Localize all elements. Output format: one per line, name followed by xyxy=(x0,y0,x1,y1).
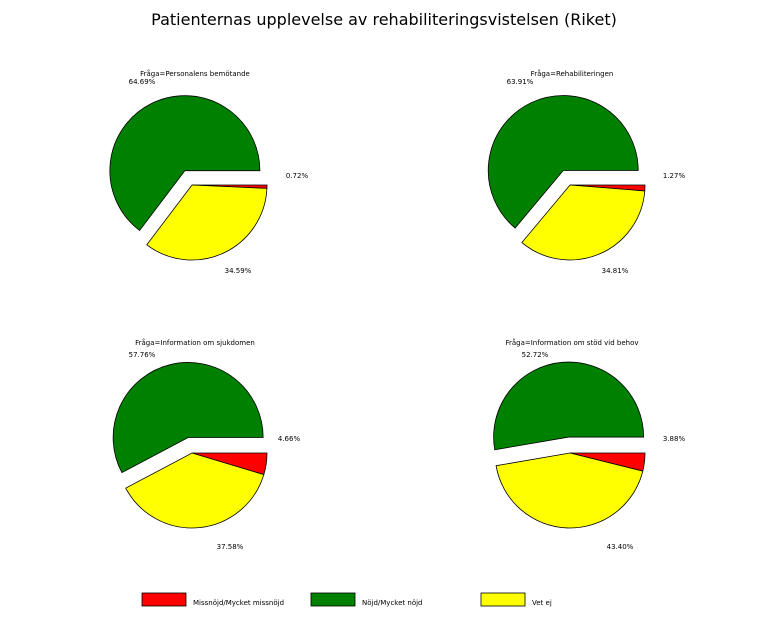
legend-swatch xyxy=(480,592,526,607)
legend-item-missnojd-mycket-missnojd: Missnöjd/Mycket missnöjd xyxy=(141,592,284,607)
data-label-vet-ej: 34.59% xyxy=(225,267,252,275)
data-label-missnojd-mycket-missnojd: 0.72% xyxy=(286,172,309,180)
pie-title: Fråga=Information om stöd vid behov xyxy=(505,338,638,347)
pie-slice-vet-ej xyxy=(495,452,644,529)
data-label-nojd-mycket-nojd: 52.72% xyxy=(522,351,549,359)
data-label-nojd-mycket-nojd: 63.91% xyxy=(507,78,534,86)
legend-label: Vet ej xyxy=(532,599,552,607)
pie-chart-2: Fråga=Rehabiliteringen 1.27% 34.81% 63.91% xyxy=(487,69,686,275)
data-label-vet-ej: 43.40% xyxy=(607,543,634,551)
data-label-nojd-mycket-nojd: 57.76% xyxy=(129,351,156,359)
pie-slice-vet-ej xyxy=(146,184,268,261)
legend-item-vet-ej: Vet ej xyxy=(480,592,552,607)
pie-charts: Fråga=Personalens bemötande 0.72% 34.59% 64… xyxy=(109,69,686,551)
pie-slice-nojd-mycket-nojd xyxy=(487,95,639,229)
pie-slice-vet-ej xyxy=(125,452,265,529)
pie-title: Fråga=Information om sjukdomen xyxy=(135,338,255,347)
data-label-vet-ej: 34.81% xyxy=(602,267,629,275)
pie-title: Fråga=Rehabiliteringen xyxy=(531,69,614,78)
pie-chart-1: Fråga=Personalens bemötande 0.72% 34.59% 64… xyxy=(109,69,309,275)
legend-swatch xyxy=(141,592,187,607)
pie-slice-nojd-mycket-nojd xyxy=(109,95,261,232)
pie-slice-nojd-mycket-nojd xyxy=(493,361,645,451)
data-label-vet-ej: 37.58% xyxy=(217,543,244,551)
data-label-missnojd-mycket-missnojd: 1.27% xyxy=(663,172,686,180)
pie-chart-3: Fråga=Information om sjukdomen 4.66% 37.58… xyxy=(112,338,301,551)
pie-slice-nojd-mycket-nojd xyxy=(112,362,264,474)
pie-chart-4: Fråga=Information om stöd vid behov 3.88%… xyxy=(493,338,686,551)
legend: Missnöjd/Mycket missnöjd Nöjd/Mycket nöjd… xyxy=(141,592,552,607)
legend-label: Missnöjd/Mycket missnöjd xyxy=(193,599,284,607)
legend-swatch xyxy=(310,592,356,607)
legend-label: Nöjd/Mycket nöjd xyxy=(362,599,422,607)
pie-title: Fråga=Personalens bemötande xyxy=(140,69,250,78)
chart-title: Patienternas upplevelse av rehabiliterin… xyxy=(151,10,617,29)
legend-item-nojd-mycket-nojd: Nöjd/Mycket nöjd xyxy=(310,592,422,607)
data-label-nojd-mycket-nojd: 64.69% xyxy=(129,78,156,86)
data-label-missnojd-mycket-missnojd: 3.88% xyxy=(663,435,686,443)
pie-slice-vet-ej xyxy=(521,184,646,261)
data-label-missnojd-mycket-missnojd: 4.66% xyxy=(278,435,301,443)
